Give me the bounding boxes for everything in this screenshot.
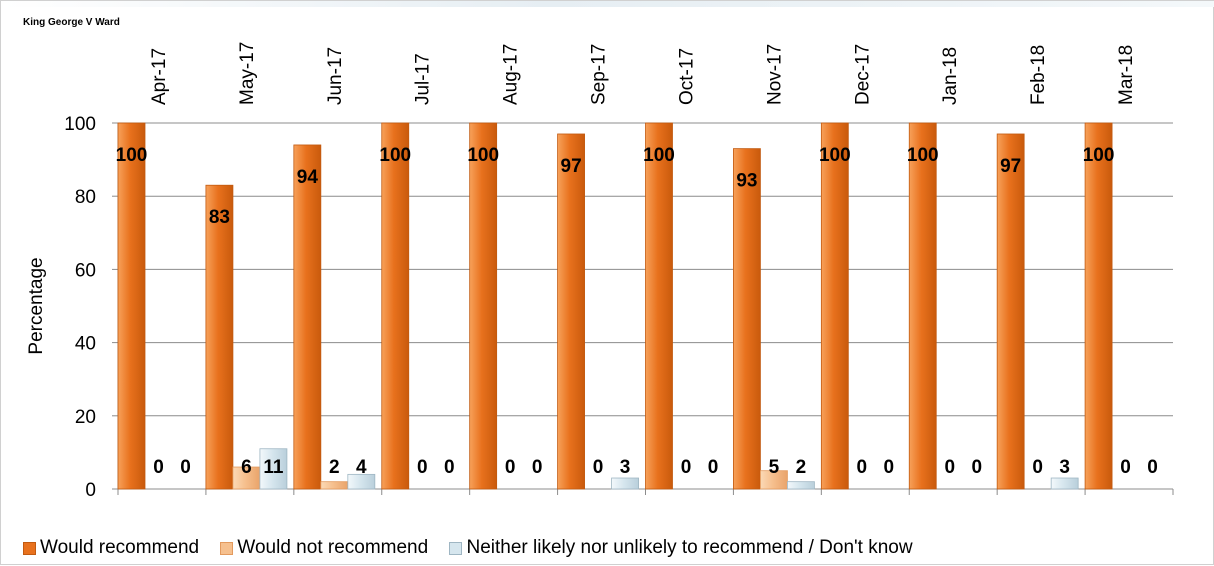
legend-item-would-not-recommend: Would not recommend: [220, 537, 428, 559]
data-label: 0: [1032, 457, 1043, 478]
data-label: 0: [944, 457, 955, 478]
bar: [347, 473, 376, 490]
data-label: 0: [444, 457, 455, 478]
data-label: 3: [620, 457, 631, 478]
bar: [1084, 122, 1113, 490]
legend-item-neither-dont-know: Neither likely nor unlikely to recommend…: [449, 537, 913, 559]
category-label: Dec-17: [852, 44, 873, 105]
data-label: 0: [884, 457, 895, 478]
legend-label: Neither likely nor unlikely to recommend…: [466, 537, 913, 558]
bar: [645, 122, 673, 490]
data-label: 0: [681, 457, 692, 478]
category-label: Jul-17: [413, 53, 434, 105]
y-tick-label: 80: [75, 187, 96, 208]
category-label: Aug-17: [501, 44, 522, 105]
data-label: 97: [1000, 156, 1021, 177]
data-label: 4: [356, 457, 367, 478]
data-label: 6: [241, 457, 252, 478]
data-label: 0: [153, 457, 164, 478]
legend: Would recommend Would not recommend Neit…: [23, 537, 929, 561]
y-tick-label: 40: [75, 334, 96, 355]
legend-swatch-icon: [23, 541, 36, 555]
data-label: 2: [329, 457, 340, 478]
data-label: 2: [796, 457, 807, 478]
data-label: 100: [116, 145, 148, 166]
bar: [787, 481, 815, 490]
data-label: 100: [643, 145, 675, 166]
bar: [259, 448, 288, 490]
legend-label: Would not recommend: [237, 537, 429, 558]
y-tick-label: 0: [85, 480, 96, 501]
data-label: 100: [819, 145, 851, 166]
bar: [293, 144, 322, 490]
bar: [205, 184, 234, 490]
bar: [760, 470, 788, 490]
data-label: 93: [736, 171, 757, 192]
category-label: Jun-17: [325, 47, 346, 105]
category-label: Feb-18: [1028, 45, 1049, 105]
data-label: 100: [379, 145, 411, 166]
data-label: 0: [1147, 457, 1158, 478]
category-label: Mar-18: [1116, 45, 1137, 105]
data-label: 97: [561, 156, 582, 177]
category-label: Apr-17: [149, 48, 170, 105]
bar: [469, 122, 498, 490]
bar: [557, 133, 585, 490]
legend-swatch-icon: [220, 541, 234, 555]
data-label: 0: [593, 457, 604, 478]
bar: [996, 133, 1025, 490]
bar: [320, 481, 349, 490]
legend-item-would-recommend: Would recommend: [23, 537, 199, 559]
data-label: 100: [1083, 145, 1115, 166]
bar: [908, 122, 937, 490]
data-label: 0: [857, 457, 868, 478]
data-label: 0: [1120, 457, 1131, 478]
data-label: 0: [532, 457, 543, 478]
category-label: Oct-17: [676, 48, 697, 105]
category-label: Nov-17: [764, 44, 785, 105]
bar: [117, 122, 146, 490]
category-label: May-17: [237, 42, 258, 105]
bar: [611, 477, 639, 490]
y-axis-label: Percentage: [26, 257, 47, 354]
y-tick-label: 60: [75, 260, 96, 281]
legend-label: Would recommend: [40, 537, 200, 558]
bars: [117, 122, 1113, 490]
chart-title: King George V Ward: [23, 17, 120, 28]
y-tick-label: 100: [64, 114, 96, 135]
bar: [820, 122, 849, 490]
data-label: 0: [180, 457, 191, 478]
data-label: 94: [297, 167, 319, 188]
data-label: 0: [417, 457, 428, 478]
data-label: 3: [1059, 457, 1070, 478]
top-decorative-stripe: [1, 1, 1214, 7]
data-label: 100: [467, 145, 499, 166]
category-label: Sep-17: [589, 44, 610, 105]
data-label: 11: [263, 457, 284, 478]
bar: [381, 122, 410, 490]
data-label: 0: [708, 457, 719, 478]
data-label: 100: [907, 145, 939, 166]
data-label: 83: [209, 207, 230, 228]
legend-swatch-icon: [449, 541, 463, 555]
bar: [1050, 477, 1079, 490]
y-tick-label: 20: [75, 407, 96, 428]
bar: [733, 148, 761, 490]
data-label: 0: [505, 457, 516, 478]
data-label: 0: [971, 457, 982, 478]
category-label: Jan-18: [940, 47, 961, 105]
data-label: 5: [769, 457, 780, 478]
